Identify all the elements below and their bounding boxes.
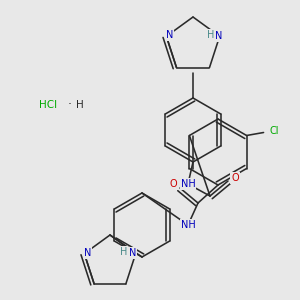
Text: H: H: [76, 100, 84, 110]
Text: N: N: [166, 30, 173, 40]
Text: N: N: [84, 248, 91, 258]
Text: O: O: [169, 179, 177, 189]
Text: HCl: HCl: [39, 100, 57, 110]
Text: NH: NH: [181, 179, 195, 189]
Text: Cl: Cl: [270, 125, 279, 136]
Text: N: N: [215, 31, 222, 41]
Text: ·: ·: [68, 98, 72, 112]
Text: NH: NH: [181, 220, 195, 230]
Text: H: H: [120, 247, 127, 257]
Text: O: O: [231, 173, 239, 183]
Text: H: H: [207, 30, 214, 40]
Text: N: N: [129, 248, 136, 258]
